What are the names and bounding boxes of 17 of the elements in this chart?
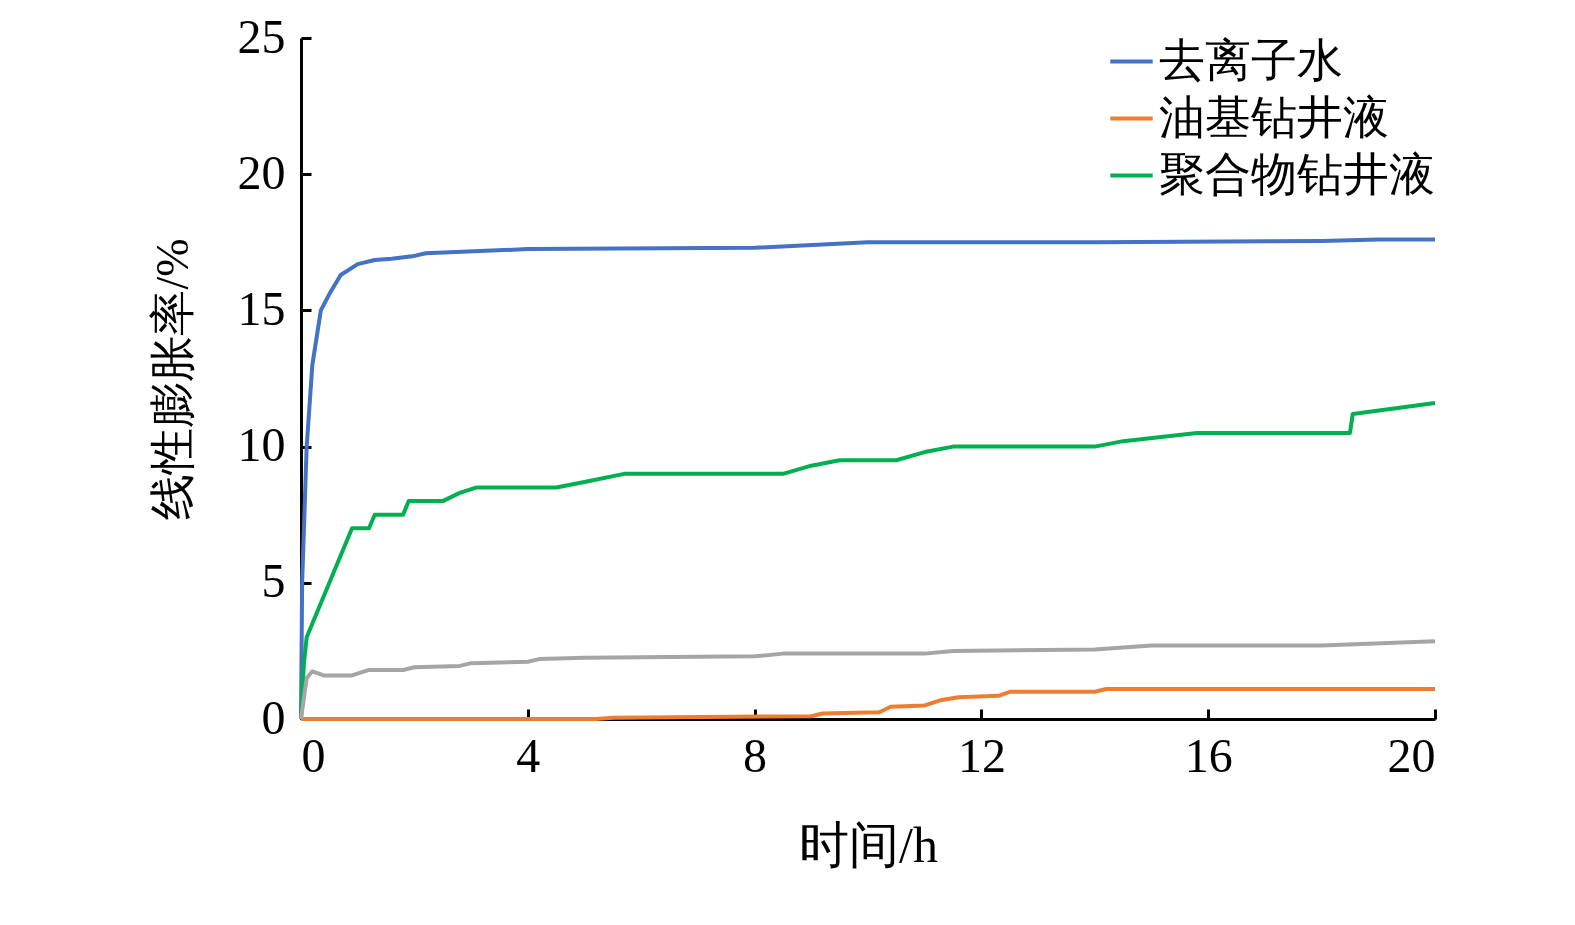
y-tick-label: 10 [237,418,286,472]
x-tick-label: 16 [1184,728,1233,782]
x-tick-label: 0 [301,728,326,782]
x-tick-label: 4 [516,728,541,782]
legend-label: 聚合物钻井液 [1159,148,1435,200]
y-tick-label: 5 [261,554,286,608]
y-tick-label: 20 [237,145,286,199]
y-tick-label: 25 [237,9,286,63]
y-tick-label: 15 [237,281,286,335]
legend-label: 油基钻井液 [1159,91,1389,143]
x-tick-label: 20 [1387,728,1436,782]
x-tick-label: 12 [957,728,1006,782]
legend-label: 去离子水 [1159,34,1343,86]
y-axis-title: 线性膨胀率/% [146,238,198,520]
x-axis-title: 时间/h [799,816,938,873]
y-tick-label: 0 [261,690,286,744]
x-tick-label: 8 [743,728,768,782]
